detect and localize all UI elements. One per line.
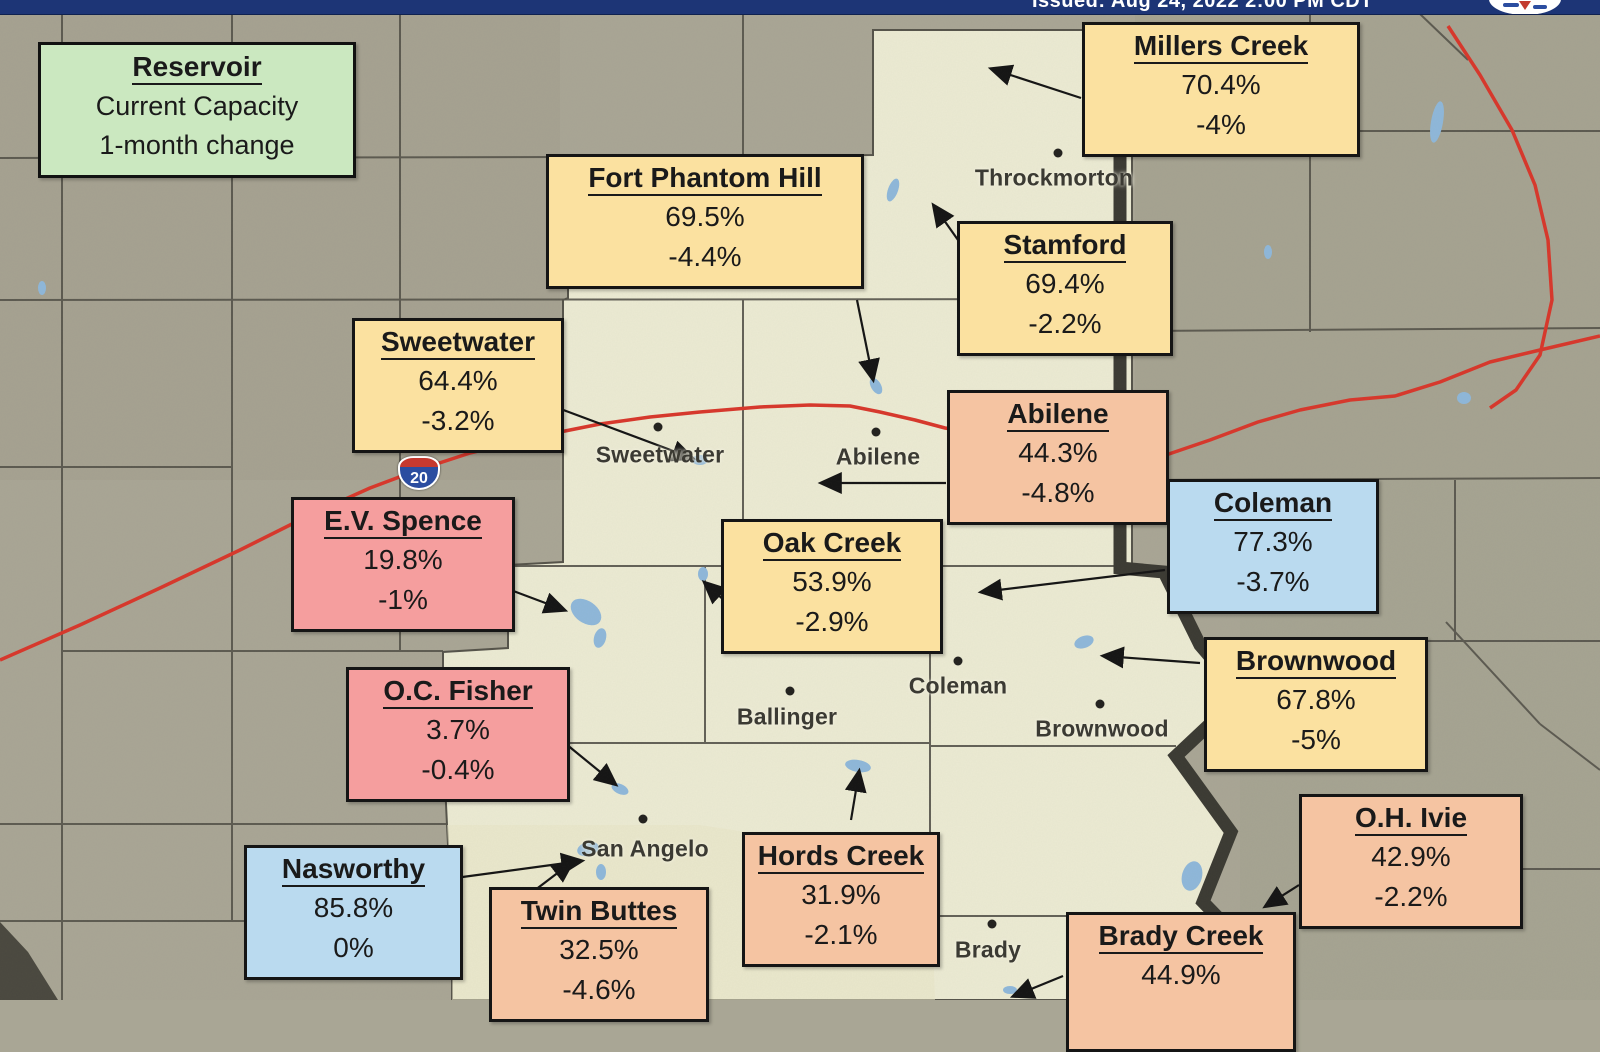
reservoir-change: -1% [378, 583, 428, 615]
reservoir-capacity: 69.4% [1025, 268, 1105, 299]
reservoir-name: Oak Creek [726, 527, 938, 561]
reservoir-box-twin-buttes: Twin Buttes 32.5% -4.6% [489, 887, 709, 1022]
reservoir-change: -2.9% [795, 605, 869, 637]
reservoir-change: -2.1% [804, 918, 878, 950]
reservoir-name: Coleman [1172, 487, 1374, 521]
city-label-abilene: Abilene [835, 443, 921, 470]
reservoir-name: Abilene [952, 398, 1164, 432]
interstate-20-shield: 20 [398, 456, 440, 490]
reservoir-box-coleman: Coleman 77.3% -3.7% [1167, 479, 1379, 614]
reservoir-change: -4.8% [1021, 476, 1095, 508]
reservoir-capacity: 44.9% [1141, 959, 1221, 990]
reservoir-name: O.H. Ivie [1304, 802, 1518, 836]
reservoir-capacity: 3.7% [426, 714, 490, 745]
reservoir-name: Millers Creek [1087, 30, 1355, 64]
reservoir-capacity: 19.8% [363, 544, 443, 575]
reservoir-box-ev-spence: E.V. Spence 19.8% -1% [291, 497, 515, 632]
reservoir-box-brownwood: Brownwood 67.8% -5% [1204, 637, 1428, 772]
reservoir-name: Hords Creek [747, 840, 935, 874]
reservoir-change: 0% [333, 931, 374, 963]
reservoir-name: Nasworthy [249, 853, 458, 887]
reservoir-box-oak-creek: Oak Creek 53.9% -2.9% [721, 519, 943, 654]
reservoir-capacity: 67.8% [1276, 684, 1356, 715]
legend-box: Reservoir Current Capacity 1-month chang… [38, 42, 356, 179]
reservoir-box-nasworthy: Nasworthy 85.8% 0% [244, 845, 463, 980]
reservoir-box-oc-fisher: O.C. Fisher 3.7% -0.4% [346, 667, 570, 802]
city-label-throckmorton: Throckmorton [974, 164, 1134, 191]
reservoir-change: -2.2% [1028, 307, 1102, 339]
city-label-brownwood: Brownwood [1035, 715, 1169, 742]
issued-timestamp: Issued: Aug 24, 2022 2:00 PM CDT [1032, 0, 1373, 12]
reservoir-change: -3.2% [421, 404, 495, 436]
reservoir-change: -0.4% [421, 753, 495, 785]
reservoir-capacity: 69.5% [665, 201, 745, 232]
reservoir-change: -5% [1291, 723, 1341, 755]
nws-logo-icon [1489, 0, 1561, 14]
reservoir-change: -4.4% [668, 240, 742, 272]
city-label-coleman: Coleman [908, 672, 1008, 699]
reservoir-capacity: 70.4% [1181, 69, 1261, 100]
reservoir-box-stamford: Stamford 69.4% -2.2% [957, 221, 1173, 356]
reservoir-capacity: 44.3% [1018, 437, 1098, 468]
city-label-ballinger: Ballinger [736, 703, 838, 730]
reservoir-box-brady-creek: Brady Creek 44.9% [1066, 912, 1296, 1052]
reservoir-name: Brady Creek [1071, 920, 1291, 954]
city-label-san-angelo: San Angelo [581, 835, 709, 862]
reservoir-change: -2.2% [1374, 880, 1448, 912]
reservoir-name: O.C. Fisher [351, 675, 565, 709]
city-label-brady: Brady [954, 936, 1022, 963]
reservoir-capacity: 31.9% [801, 879, 881, 910]
legend-change-label: 1-month change [99, 130, 295, 161]
reservoir-box-hords-creek: Hords Creek 31.9% -2.1% [742, 832, 940, 967]
reservoir-capacity: 77.3% [1233, 526, 1313, 557]
reservoir-box-sweetwater: Sweetwater 64.4% -3.2% [352, 318, 564, 453]
reservoir-change: -3.7% [1236, 565, 1310, 597]
legend-capacity-label: Current Capacity [95, 91, 299, 121]
reservoir-box-oh-ivie: O.H. Ivie 42.9% -2.2% [1299, 794, 1523, 929]
reservoir-box-fort-phantom-hill: Fort Phantom Hill 69.5% -4.4% [546, 154, 864, 289]
reservoir-name: Fort Phantom Hill [551, 162, 859, 196]
interstate-number: 20 [410, 470, 428, 487]
city-label-sweetwater: Sweetwater [595, 441, 725, 468]
reservoir-change: -4% [1196, 108, 1246, 140]
reservoir-name: E.V. Spence [296, 505, 510, 539]
reservoir-box-abilene: Abilene 44.3% -4.8% [947, 390, 1169, 525]
reservoir-name: Stamford [962, 229, 1168, 263]
reservoir-change: -4.6% [562, 973, 636, 1005]
reservoir-capacity: 85.8% [313, 892, 394, 923]
top-banner: Issued: Aug 24, 2022 2:00 PM CDT [0, 0, 1600, 15]
reservoir-capacity: 53.9% [792, 566, 872, 597]
reservoir-capacity: 64.4% [418, 365, 498, 396]
reservoir-capacity: 42.9% [1371, 841, 1451, 872]
legend-title: Reservoir [43, 51, 351, 85]
reservoir-capacity: 32.5% [559, 934, 639, 965]
reservoir-box-millers-creek: Millers Creek 70.4% -4% [1082, 22, 1360, 157]
reservoir-name: Brownwood [1209, 645, 1423, 679]
reservoir-name: Sweetwater [357, 326, 559, 360]
reservoir-name: Twin Buttes [494, 895, 704, 929]
